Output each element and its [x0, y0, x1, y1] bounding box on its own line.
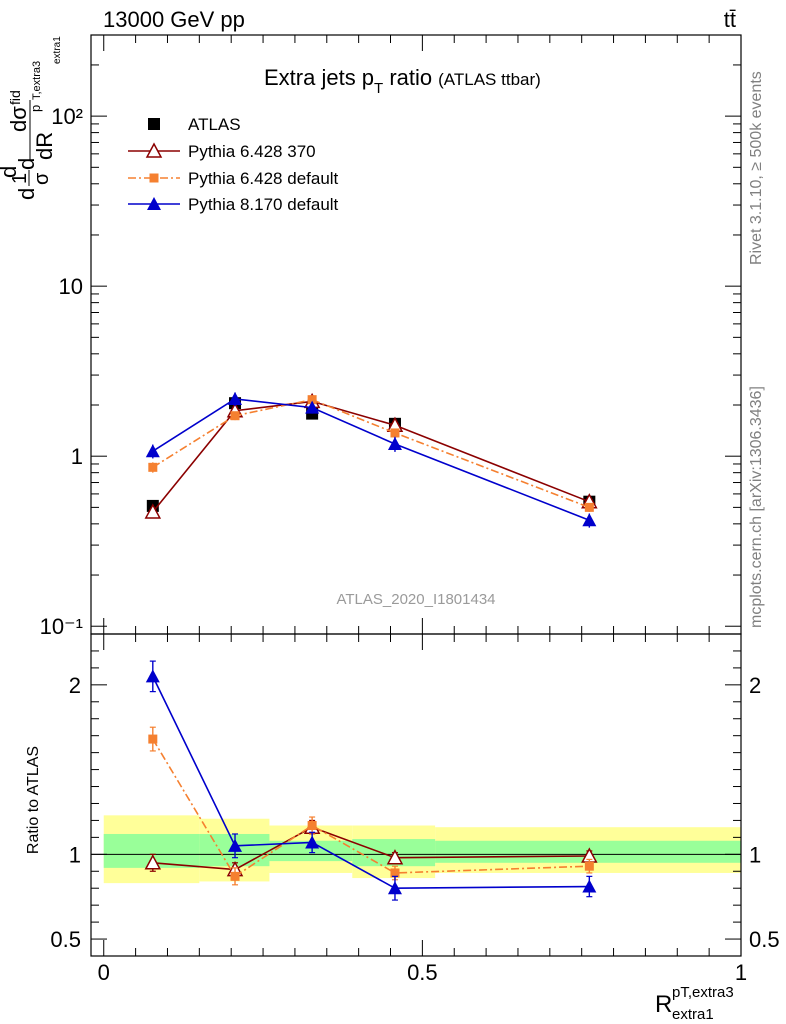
ratio-y-tick-label: 0.5	[50, 927, 81, 952]
ratio-pythia6-default-point	[307, 821, 317, 831]
main-marks	[144, 391, 598, 528]
ylabel-d-prefix: d	[0, 166, 21, 178]
pythia6-default-point	[307, 395, 317, 405]
legend-label: Pythia 8.170 default	[188, 195, 339, 214]
pythia8-point	[387, 436, 402, 450]
ratio-pythia6-default-point	[584, 861, 594, 871]
ratio-bands	[103, 815, 741, 884]
ylabel-frac-num: 1	[9, 173, 31, 184]
ratio-x-tick-label: 0	[98, 960, 110, 985]
pythia6-default-point	[148, 462, 158, 472]
pythia8-point	[582, 513, 597, 527]
ratio-pythia6-default-point	[230, 871, 240, 881]
ylabel-sub-extra: extra1	[52, 36, 63, 64]
main-ticks: 10⁻¹ 1 10 10²	[40, 34, 742, 639]
ratio-pythia6-default-point	[390, 868, 400, 878]
ratio-pythia6-default-point	[148, 734, 158, 744]
main-y-tick-label: 10⁻¹	[40, 614, 83, 639]
legend-marker-atlas	[148, 118, 160, 130]
ratio-y-tick-label: 2	[69, 673, 81, 698]
title-sub: T	[374, 80, 383, 97]
ratio-ticks: 0.5 0.51 12 20 0.5 1	[50, 633, 780, 985]
ratio-pythia8-point	[387, 881, 402, 895]
main-y-axis-label: d σ	[0, 166, 21, 178]
pythia6-default-point	[584, 502, 594, 512]
ratio-pythia8-point	[145, 669, 160, 683]
ylabel-sub-t: T,extra3	[31, 61, 43, 100]
mcplots-label: mcplots.cern.ch [arXiv:1306.3436]	[748, 386, 765, 628]
ylabel-fid: fid	[7, 90, 23, 105]
main-y-tick-label: 1	[71, 444, 83, 469]
main-y-tick-label: 10	[59, 274, 83, 299]
ratio-y-tick-label-right: 0.5	[749, 927, 780, 952]
legend-marker-pythia8	[147, 197, 161, 210]
xlabel-sup: pT,extra3	[672, 984, 734, 1001]
pythia8-point	[228, 391, 243, 405]
pythia6-default-point	[390, 428, 400, 438]
process-label: tt̄	[724, 7, 736, 32]
xlabel-main: R	[655, 991, 672, 1018]
ratio-frame	[90, 633, 742, 957]
ratio-panel: 0.5 0.51 12 20 0.5 1	[50, 633, 780, 985]
legend-label: Pythia 6.428 370	[188, 142, 316, 161]
ratio-band-inner	[269, 840, 353, 862]
ratio-pythia8-point	[582, 879, 597, 893]
ylabel-dsigma: dσ	[6, 106, 31, 132]
rivet-label: Rivet 3.1.10, ≥ 500k events	[748, 71, 765, 265]
ylabel-d: d	[14, 188, 39, 200]
ratio-marks	[144, 660, 598, 901]
energy-label: 13000 GeV pp	[103, 7, 245, 32]
ratio-pythia8-point	[305, 835, 320, 849]
ratio-pythia6-370-point	[386, 849, 404, 865]
ylabel-frac-den: σ	[31, 172, 53, 185]
main-series-line	[152, 398, 590, 521]
pythia8-point	[305, 400, 320, 414]
ratio-y-tick-label: 1	[69, 842, 81, 867]
title-tail: ratio	[383, 65, 432, 90]
main-series-line	[152, 398, 590, 509]
ratio-pythia8-point	[228, 838, 243, 852]
chart-title: Extra jets pT ratio (ATLAS ttbar)	[264, 65, 541, 97]
title-extra: (ATLAS ttbar)	[438, 70, 541, 89]
ratio-pythia6-370-point	[144, 854, 162, 870]
ratio-y-label: Ratio to ATLAS	[25, 746, 42, 854]
ratio-x-tick-label: 0.5	[407, 960, 438, 985]
ratio-x-tick-label: 1	[735, 960, 747, 985]
main-y-tick-label: 10²	[51, 104, 83, 129]
main-panel: 10⁻¹ 1 10 10²	[40, 34, 742, 639]
legend-label: ATLAS	[188, 115, 241, 134]
ratio-y-tick-label-right: 2	[749, 673, 761, 698]
ylabel-dr: dR	[32, 132, 57, 160]
ratio-y-tick-label-right: 1	[749, 842, 761, 867]
ylabel-sub-p: p	[28, 105, 43, 112]
legend-marker-pythia6-370	[145, 142, 163, 158]
legend-marker-pythia6-default	[149, 173, 159, 183]
pythia6-370-point	[144, 503, 162, 519]
title-main: Extra jets p	[264, 65, 374, 90]
watermark: ATLAS_2020_I1801434	[336, 591, 495, 608]
xlabel-sub: extra1	[672, 1006, 714, 1023]
pythia8-point	[145, 444, 160, 458]
legend: ATLAS Pythia 6.428 370 Pythia 6.428 defaul…	[128, 115, 339, 214]
pythia6-default-point	[230, 411, 240, 421]
legend-label: Pythia 6.428 default	[188, 169, 339, 188]
ylabel-d2: d	[14, 158, 39, 170]
x-axis-label: R	[655, 991, 672, 1018]
